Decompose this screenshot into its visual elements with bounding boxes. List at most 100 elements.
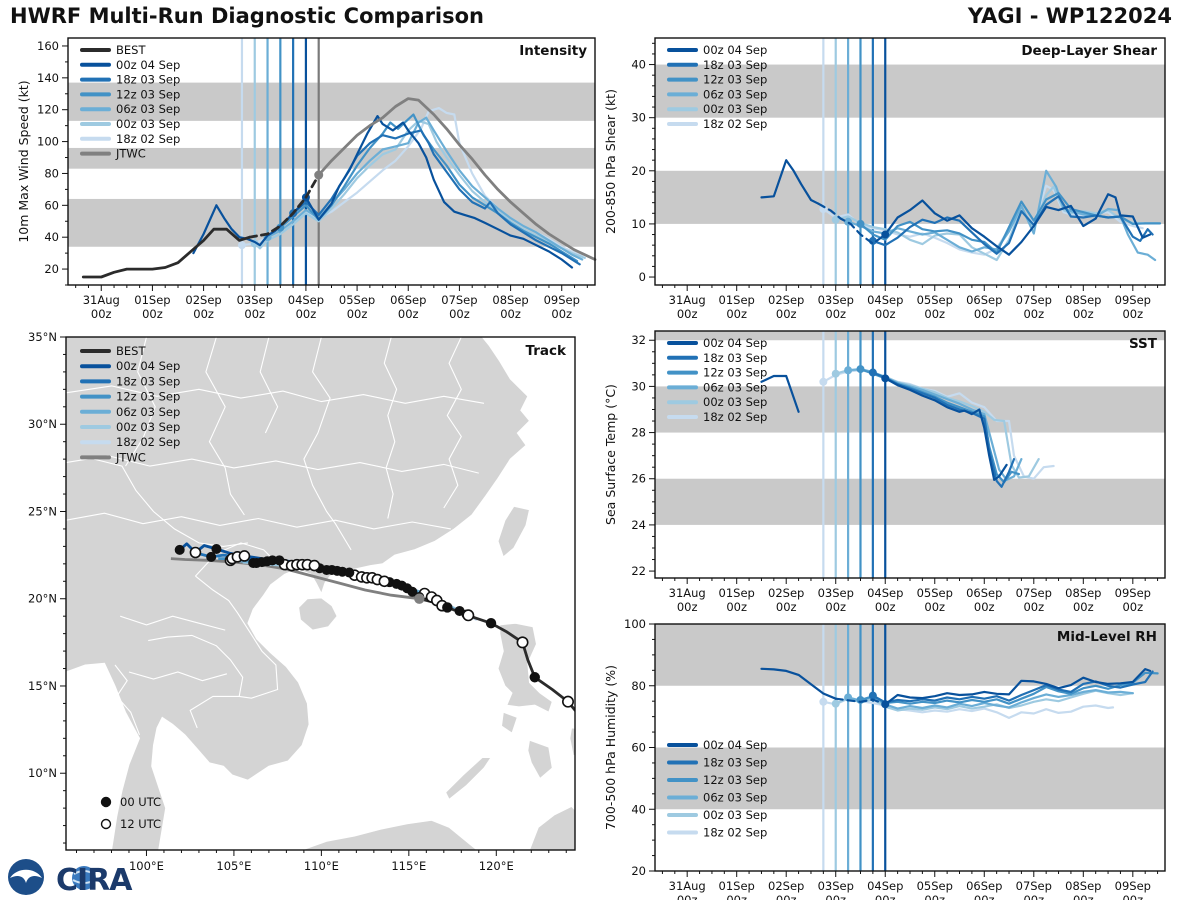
legend-marker-12utc-icon xyxy=(100,818,112,830)
admin-border xyxy=(259,337,279,434)
init-point-h00z04 xyxy=(881,230,890,239)
series-line-h00z04 xyxy=(884,193,1152,256)
category-band xyxy=(655,624,1165,686)
cira-globe-lines xyxy=(72,870,96,884)
legend-marker-label: 00 UTC xyxy=(120,795,161,809)
series-shear xyxy=(760,159,1162,262)
series-line-h00z04 xyxy=(884,668,1152,706)
bands-sst xyxy=(655,331,1165,525)
label: 00z xyxy=(726,893,747,900)
admin-border xyxy=(66,512,451,530)
legend-label-h18z02: 18z 02 Sep xyxy=(703,826,767,840)
panel-intensity: 31Aug00z01Sep00z02Sep00z03Sep00z04Sep00z… xyxy=(16,37,597,321)
label: 00z xyxy=(244,307,265,321)
series-line-h06z03 xyxy=(847,169,1157,262)
label: 32 xyxy=(631,333,646,347)
label: 120°E xyxy=(479,859,514,873)
label: 700-500 hPa Humidity (%) xyxy=(603,665,618,830)
label: 00z xyxy=(1023,893,1044,900)
y-axis-sst: 22 24 26 28 30 32 Sea Surface Temp (°C) xyxy=(603,333,655,578)
label: 31Aug xyxy=(669,879,706,893)
noaa-bird-icon xyxy=(10,869,42,883)
category-band xyxy=(655,64,1165,118)
label: 200-850 hPa Shear (kt) xyxy=(603,89,618,234)
label: 24 xyxy=(631,518,646,532)
series-line-h00z04 xyxy=(817,202,887,245)
label: 35°N xyxy=(28,330,57,344)
label: 00z xyxy=(924,307,945,321)
landmass xyxy=(497,622,553,713)
category-band xyxy=(655,478,1165,525)
label: 00z xyxy=(1073,893,1094,900)
x-axis-track: 100°E 105°E 110°E 115°E 120°E xyxy=(75,850,567,873)
admin-border xyxy=(120,615,226,631)
init-point-h18z02 xyxy=(819,697,828,706)
label: 80 xyxy=(631,679,646,693)
legend-label-h18z02: 18z 02 Sep xyxy=(116,435,180,449)
landmass xyxy=(66,337,531,850)
label: 00z xyxy=(500,307,521,321)
panel-title-shear: Deep-Layer Shear xyxy=(1021,43,1157,59)
label: 01Sep xyxy=(719,586,755,600)
label: 05Sep xyxy=(917,586,953,600)
label: 00z xyxy=(1122,307,1143,321)
init-point-h00z03 xyxy=(831,215,840,224)
legend-label-h12z03: 12z 03 Sep xyxy=(703,773,767,787)
label: 00z xyxy=(726,307,747,321)
panel-title-rh: Mid-Level RH xyxy=(1057,629,1157,645)
label: 120 xyxy=(37,103,59,117)
label: 160 xyxy=(37,39,59,53)
series-line-h06z03 xyxy=(847,689,1134,710)
landmass xyxy=(298,597,338,631)
legend-label-h00z04: 00z 04 Sep xyxy=(116,359,180,373)
series-line-h00z04 xyxy=(834,697,887,706)
cira-logo: CIRA xyxy=(56,863,134,898)
series-line-h18z03 xyxy=(871,670,1154,704)
label: 31Aug xyxy=(669,586,706,600)
label: 0 xyxy=(639,270,646,284)
label: 00z xyxy=(677,307,698,321)
landmass xyxy=(444,757,492,801)
label: 00z xyxy=(347,307,368,321)
legend-label-best: BEST xyxy=(116,344,146,358)
legend-label-h06z03: 06z 03 Sep xyxy=(703,791,767,805)
label: 20°N xyxy=(28,592,57,606)
label: 20 xyxy=(44,262,59,276)
series-line-best xyxy=(248,173,321,239)
legend-label-h06z03: 06z 03 Sep xyxy=(703,87,767,101)
panel-sst: 31Aug00z01Sep00z02Sep00z03Sep00z04Sep00z… xyxy=(603,330,1166,614)
legend-label-h00z03: 00z 03 Sep xyxy=(703,395,767,409)
series-rh xyxy=(760,667,1159,719)
label: 09Sep xyxy=(1115,586,1151,600)
marker-12utc xyxy=(462,609,475,622)
marker-12utc xyxy=(308,559,321,572)
admin-border xyxy=(205,337,245,516)
label: 10°N xyxy=(28,766,57,780)
init-point-h00z04 xyxy=(881,374,890,383)
label: 01Sep xyxy=(134,293,170,307)
admin-border xyxy=(125,337,156,467)
label: 26 xyxy=(631,472,646,486)
land xyxy=(66,337,575,850)
label: 00z xyxy=(677,893,698,900)
label: 09Sep xyxy=(544,293,580,307)
label: 01Sep xyxy=(719,879,755,893)
label: 03Sep xyxy=(818,879,854,893)
label: 04Sep xyxy=(867,293,903,307)
label: 00z xyxy=(974,893,995,900)
label: 10m Max Wind Speed (kt) xyxy=(16,80,31,242)
admin-border xyxy=(443,337,462,509)
legend-label-h12z03: 12z 03 Sep xyxy=(116,87,180,101)
series-line-h00z03 xyxy=(253,119,586,259)
category-band xyxy=(655,747,1165,810)
label: 00z xyxy=(875,893,896,900)
legend-label-h12z03: 12z 03 Sep xyxy=(703,366,767,380)
storm-tracks xyxy=(170,542,575,713)
label: 30°N xyxy=(28,417,57,431)
label: 115°E xyxy=(391,859,426,873)
y-axis-rh: 20 40 60 80 100 700-500 hPa Humidity (%) xyxy=(603,617,655,878)
legend-label-h00z03: 00z 03 Sep xyxy=(703,808,767,822)
